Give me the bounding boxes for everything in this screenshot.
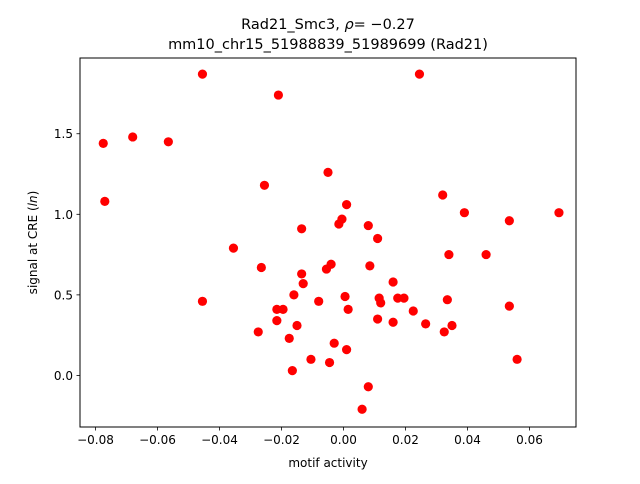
data-point [365, 261, 375, 271]
data-point [323, 167, 333, 178]
y-axis-ticks: 0.0 0.5 1.0 1.5 [54, 127, 80, 383]
title-prefix: Rad21_Smc3, [241, 17, 344, 33]
data-point [414, 69, 425, 79]
ylabel-prefix: signal at CRE ( [26, 206, 40, 294]
data-point [334, 219, 344, 229]
data-point [363, 220, 373, 231]
x-tick-label: 0.02 [392, 433, 419, 447]
data-point [292, 320, 302, 331]
data-point [447, 320, 457, 331]
data-point [408, 306, 418, 316]
data-point [278, 304, 288, 314]
chart-title-line1: Rad21_Smc3, ρ= −0.27 [241, 17, 415, 33]
y-axis-label: signal at CRE (ln) [26, 191, 40, 295]
data-point [98, 138, 108, 149]
data-point [253, 327, 263, 337]
data-point [306, 354, 316, 364]
data-point [273, 90, 283, 100]
data-point [439, 327, 449, 337]
data-point [438, 190, 448, 200]
y-tick-label: 0.0 [54, 369, 73, 383]
data-point [297, 269, 307, 279]
data-point [297, 224, 307, 234]
data-point [342, 200, 352, 210]
data-point [324, 357, 335, 368]
data-point [321, 264, 332, 274]
x-tick-label: 0.00 [330, 433, 357, 447]
data-point [340, 291, 350, 302]
data-point [298, 278, 308, 289]
data-point [388, 317, 398, 327]
data-point [163, 137, 173, 147]
data-point [228, 243, 239, 253]
data-points [98, 69, 564, 414]
x-axis-label: motif activity [288, 456, 367, 470]
data-point [272, 316, 282, 326]
y-tick-label: 0.5 [54, 288, 73, 302]
plot-frame [79, 57, 577, 428]
data-point [289, 290, 299, 300]
ylabel-suffix: ) [26, 191, 40, 196]
data-point [256, 262, 266, 273]
x-tick-label: 0.06 [516, 433, 543, 447]
data-point [373, 233, 383, 244]
data-point [342, 345, 352, 355]
data-point [363, 382, 373, 392]
x-tick-label: −0.06 [139, 433, 176, 447]
data-point [259, 180, 270, 190]
data-point [128, 132, 138, 142]
data-point [284, 333, 294, 343]
x-tick-label: 0.04 [454, 433, 481, 447]
data-point [100, 196, 110, 207]
data-point [314, 296, 324, 306]
data-point [197, 296, 208, 306]
chart-title-line2: mm10_chr15_51988839_51989699 (Rad21) [168, 37, 488, 53]
y-tick-label: 1.5 [54, 127, 73, 141]
title-rho-value: = −0.27 [354, 17, 415, 33]
data-point [376, 298, 386, 308]
data-point [373, 314, 383, 324]
data-point [388, 277, 398, 287]
data-point [504, 216, 514, 226]
data-point [197, 69, 208, 79]
data-point [481, 249, 491, 260]
data-point [444, 249, 454, 260]
data-point [357, 404, 367, 414]
data-point [329, 338, 339, 348]
x-tick-label: −0.02 [263, 433, 300, 447]
data-point [287, 366, 297, 376]
title-rho-symbol: ρ [344, 17, 354, 33]
data-point [399, 293, 409, 303]
data-point [442, 295, 452, 305]
data-point [504, 301, 514, 311]
x-axis-ticks: −0.08 −0.06 −0.04 −0.02 0.00 0.02 0.04 0.06 [77, 427, 543, 447]
y-tick-label: 1.0 [54, 208, 73, 222]
data-point [512, 354, 522, 364]
data-point [459, 208, 469, 218]
data-point [343, 304, 353, 314]
x-tick-label: −0.08 [77, 433, 114, 447]
data-point [421, 319, 431, 329]
x-tick-label: −0.04 [201, 433, 238, 447]
data-point [554, 208, 564, 218]
ylabel-italic: ln [26, 195, 40, 206]
